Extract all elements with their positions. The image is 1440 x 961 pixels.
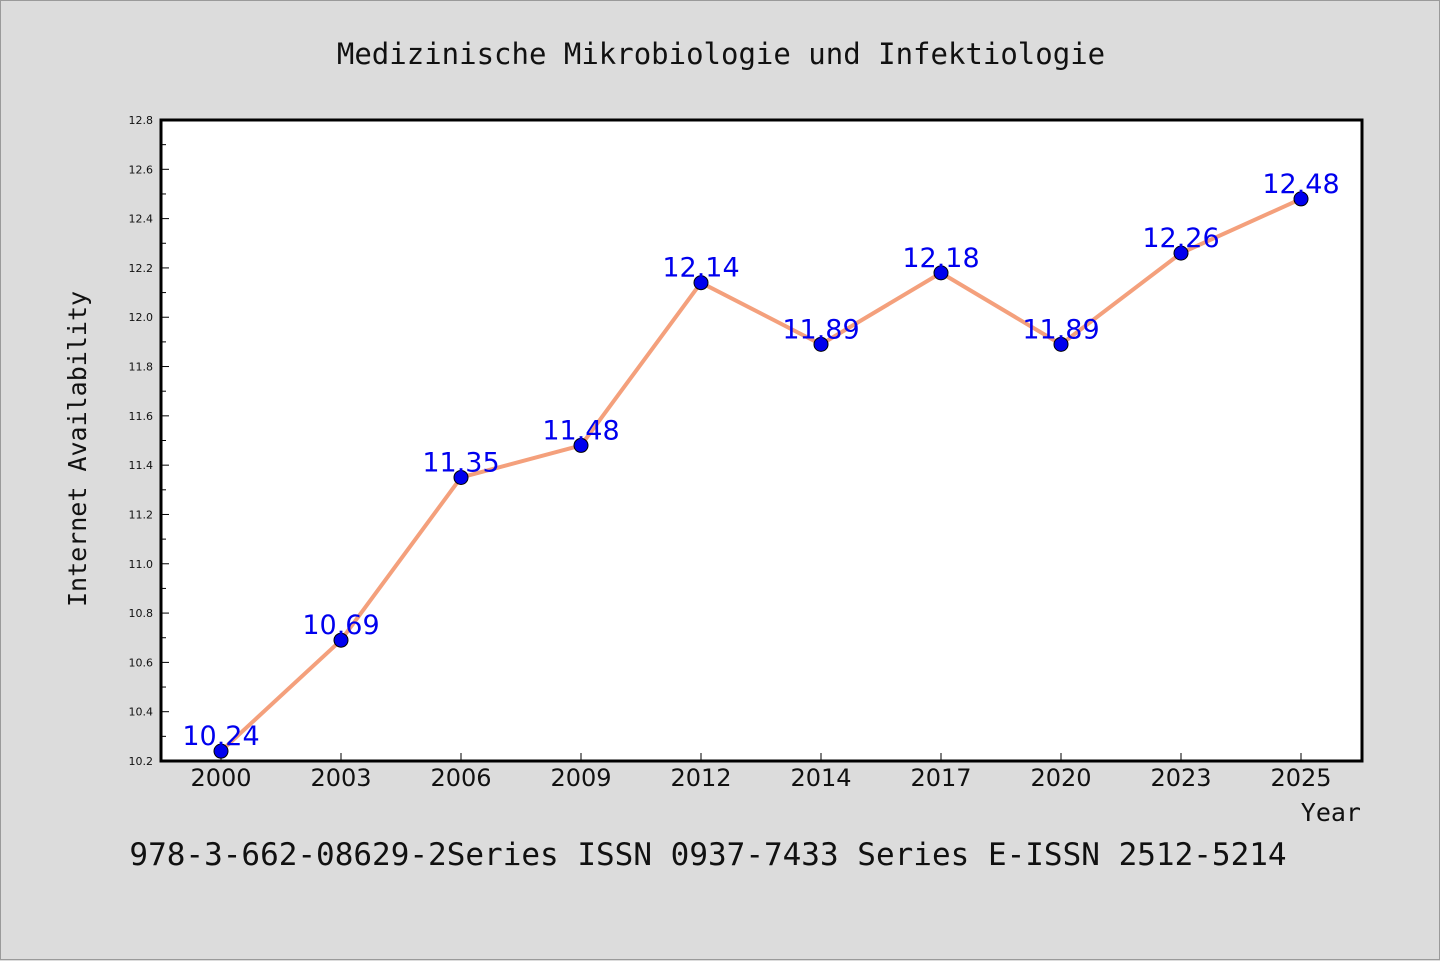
y-tick-label: 12.6 — [129, 163, 154, 176]
y-axis: 10.2 10.4 10.6 10.8 11.0 11.2 11.4 11.6 11.8 12.0… — [129, 114, 169, 768]
data-label: 11.89 — [1022, 314, 1099, 345]
data-point — [933, 265, 949, 281]
data-point — [453, 469, 469, 485]
x-tick-label: 2006 — [430, 764, 491, 792]
x-axis: 2000 2003 2006 2009 2012 2014 2017 2020 2023 2025 — [190, 753, 1332, 792]
chart-title: Medizinische Mikrobiologie und Infektiol… — [337, 37, 1105, 71]
y-tick-label: 10.6 — [129, 656, 154, 669]
x-tick-label: 2003 — [310, 764, 371, 792]
data-point — [1293, 191, 1309, 207]
y-tick-label: 11.2 — [129, 508, 154, 521]
data-label: 11.89 — [782, 314, 859, 345]
data-label: 12.14 — [662, 253, 739, 284]
x-tick-label: 2023 — [1150, 764, 1211, 792]
data-label: 10.69 — [302, 610, 379, 641]
data-label: 11.48 — [542, 415, 619, 446]
data-label: 11.35 — [422, 447, 499, 478]
y-tick-label: 10.4 — [129, 706, 154, 719]
data-point — [1173, 245, 1189, 261]
data-point — [813, 336, 829, 352]
series-line — [219, 197, 1302, 753]
y-tick-label: 11.0 — [129, 558, 154, 571]
data-point — [1053, 336, 1069, 352]
data-labels-layer: 10.24 10.69 11.35 11.48 12.14 11.89 12.18 11.89… — [182, 169, 1339, 752]
y-tick-label: 11.4 — [129, 459, 154, 472]
data-point — [693, 275, 709, 291]
data-point — [213, 743, 229, 759]
x-axis-label: Year — [1301, 798, 1361, 827]
series-line-layer — [219, 197, 1302, 753]
data-label: 12.48 — [1262, 169, 1339, 200]
y-axis-label: Internet Availability — [63, 291, 92, 607]
y-tick-label: 10.2 — [129, 755, 154, 768]
plot-area — [159, 118, 1364, 763]
y-tick-label: 12.8 — [129, 114, 154, 127]
y-tick-label: 11.8 — [129, 361, 154, 374]
data-label: 12.18 — [902, 243, 979, 274]
x-tick-label: 2000 — [190, 764, 251, 792]
x-tick-label: 2014 — [790, 764, 851, 792]
y-tick-label: 12.4 — [129, 213, 154, 226]
data-point — [333, 632, 349, 648]
data-points-layer — [213, 191, 1309, 759]
y-tick-label: 12.0 — [129, 311, 154, 324]
x-tick-label: 2009 — [550, 764, 611, 792]
data-point — [573, 437, 589, 453]
y-tick-label: 11.6 — [129, 410, 154, 423]
x-tick-label: 2017 — [910, 764, 971, 792]
data-label: 12.26 — [1142, 223, 1219, 254]
y-tick-label: 12.2 — [129, 262, 154, 275]
x-tick-label: 2012 — [670, 764, 731, 792]
data-label: 10.24 — [182, 721, 259, 752]
footer-text: 978-3-662-08629-2Series ISSN 0937-7433 S… — [129, 837, 1286, 873]
x-tick-label: 2020 — [1030, 764, 1091, 792]
x-tick-label: 2025 — [1270, 764, 1331, 792]
y-tick-label: 10.8 — [129, 607, 154, 620]
